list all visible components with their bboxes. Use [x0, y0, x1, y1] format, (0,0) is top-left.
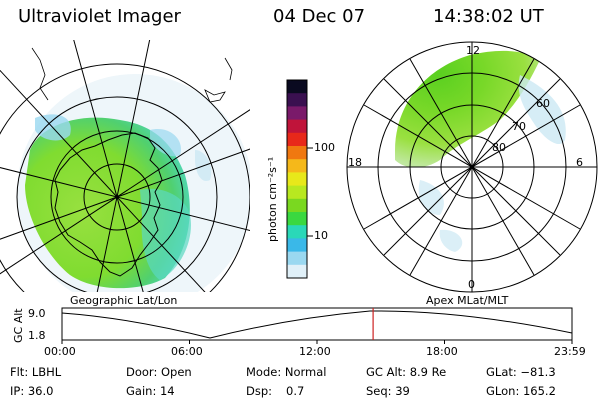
- coastline: [54, 132, 163, 277]
- altitude-xtick-0600: 06:00: [171, 345, 203, 358]
- dsp-label: Dsp:: [246, 384, 273, 398]
- colorbar-swatch: [287, 80, 307, 94]
- colorbar-swatch: [287, 264, 307, 279]
- mlat-label-60: 60: [536, 97, 550, 110]
- colorbar-swatch: [287, 238, 307, 253]
- altitude-xtick-1200: 12:00: [299, 345, 331, 358]
- altitude-plot: [61, 307, 573, 344]
- altitude-xtick-0000: 00:00: [44, 345, 76, 358]
- mode-info: Mode: Normal: [246, 365, 327, 379]
- filter-info: Flt: LBHL: [10, 365, 62, 379]
- colorbar-swatch: [287, 146, 307, 160]
- altitude-ytick-min: 1.8: [28, 329, 46, 342]
- dsp-value: 0.7: [286, 384, 305, 398]
- altitude-xtick-2359: 23:59: [554, 345, 586, 358]
- colorbar-swatch: [287, 251, 307, 266]
- geographic-map: [0, 40, 250, 292]
- colorbar-swatch: [287, 159, 307, 173]
- magnetic-map: [346, 41, 598, 293]
- colorbar-swatch: [287, 106, 307, 121]
- time-label: 14:38:02 UT: [433, 6, 544, 27]
- colorbar-swatch: [287, 185, 307, 200]
- colorbar-swatch: [287, 212, 307, 226]
- mlat-label-80: 80: [492, 141, 506, 154]
- colorbar-tick-100: 100: [314, 141, 335, 154]
- altitude-xtick-1800: 18:00: [426, 345, 458, 358]
- mlat-label-70: 70: [512, 120, 526, 133]
- colorbar-unit-label: photon cm⁻²s⁻¹: [266, 156, 279, 242]
- colorbar-swatch: [287, 172, 307, 187]
- colorbar-swatch: [287, 198, 307, 213]
- altitude-ytick-max: 9.0: [28, 307, 46, 320]
- mlt-label-18: 18: [348, 156, 362, 169]
- emission-edge: [140, 188, 191, 280]
- gc-alt-info: GC Alt: 8.9 Re: [366, 365, 447, 379]
- gain-info: Gain: 14: [126, 384, 175, 398]
- mlt-label-12: 12: [466, 44, 480, 57]
- colorbar-tick-10: 10: [314, 229, 328, 242]
- ip-info: IP: 36.0: [10, 384, 54, 398]
- glat-info: GLat: −81.3: [486, 365, 556, 379]
- glon-info: GLon: 165.2: [486, 384, 556, 398]
- colorbar-swatch: [287, 119, 307, 134]
- altitude-curve: [61, 310, 573, 339]
- colorbar-swatch: [287, 132, 307, 147]
- colorbar-swatch: [287, 93, 307, 107]
- altitude-ylabel: GC Alt: [12, 308, 25, 343]
- magnetic-map-label: Apex MLat/MLT: [426, 294, 509, 307]
- instrument-title: Ultraviolet Imager: [18, 6, 181, 27]
- mlt-label-6: 6: [576, 156, 583, 169]
- door-info: Door: Open: [126, 365, 192, 379]
- colorbar-swatch: [287, 225, 307, 239]
- mlt-label-0: 0: [468, 278, 475, 291]
- colorbar: [287, 80, 307, 279]
- geographic-map-label: Geographic Lat/Lon: [70, 294, 178, 307]
- seq-info: Seq: 39: [366, 384, 410, 398]
- auroral-oval: [395, 50, 540, 168]
- date-label: 04 Dec 07: [273, 6, 366, 27]
